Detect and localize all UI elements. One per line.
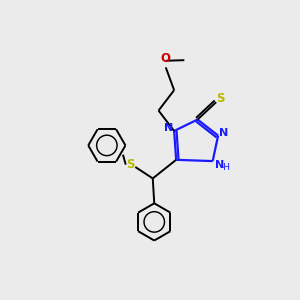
Text: N: N xyxy=(220,128,229,138)
Text: N: N xyxy=(164,123,173,133)
Text: O: O xyxy=(161,52,171,65)
Text: -H: -H xyxy=(221,163,231,172)
Text: S: S xyxy=(126,158,134,171)
Text: N: N xyxy=(215,160,224,170)
Text: S: S xyxy=(216,92,225,105)
